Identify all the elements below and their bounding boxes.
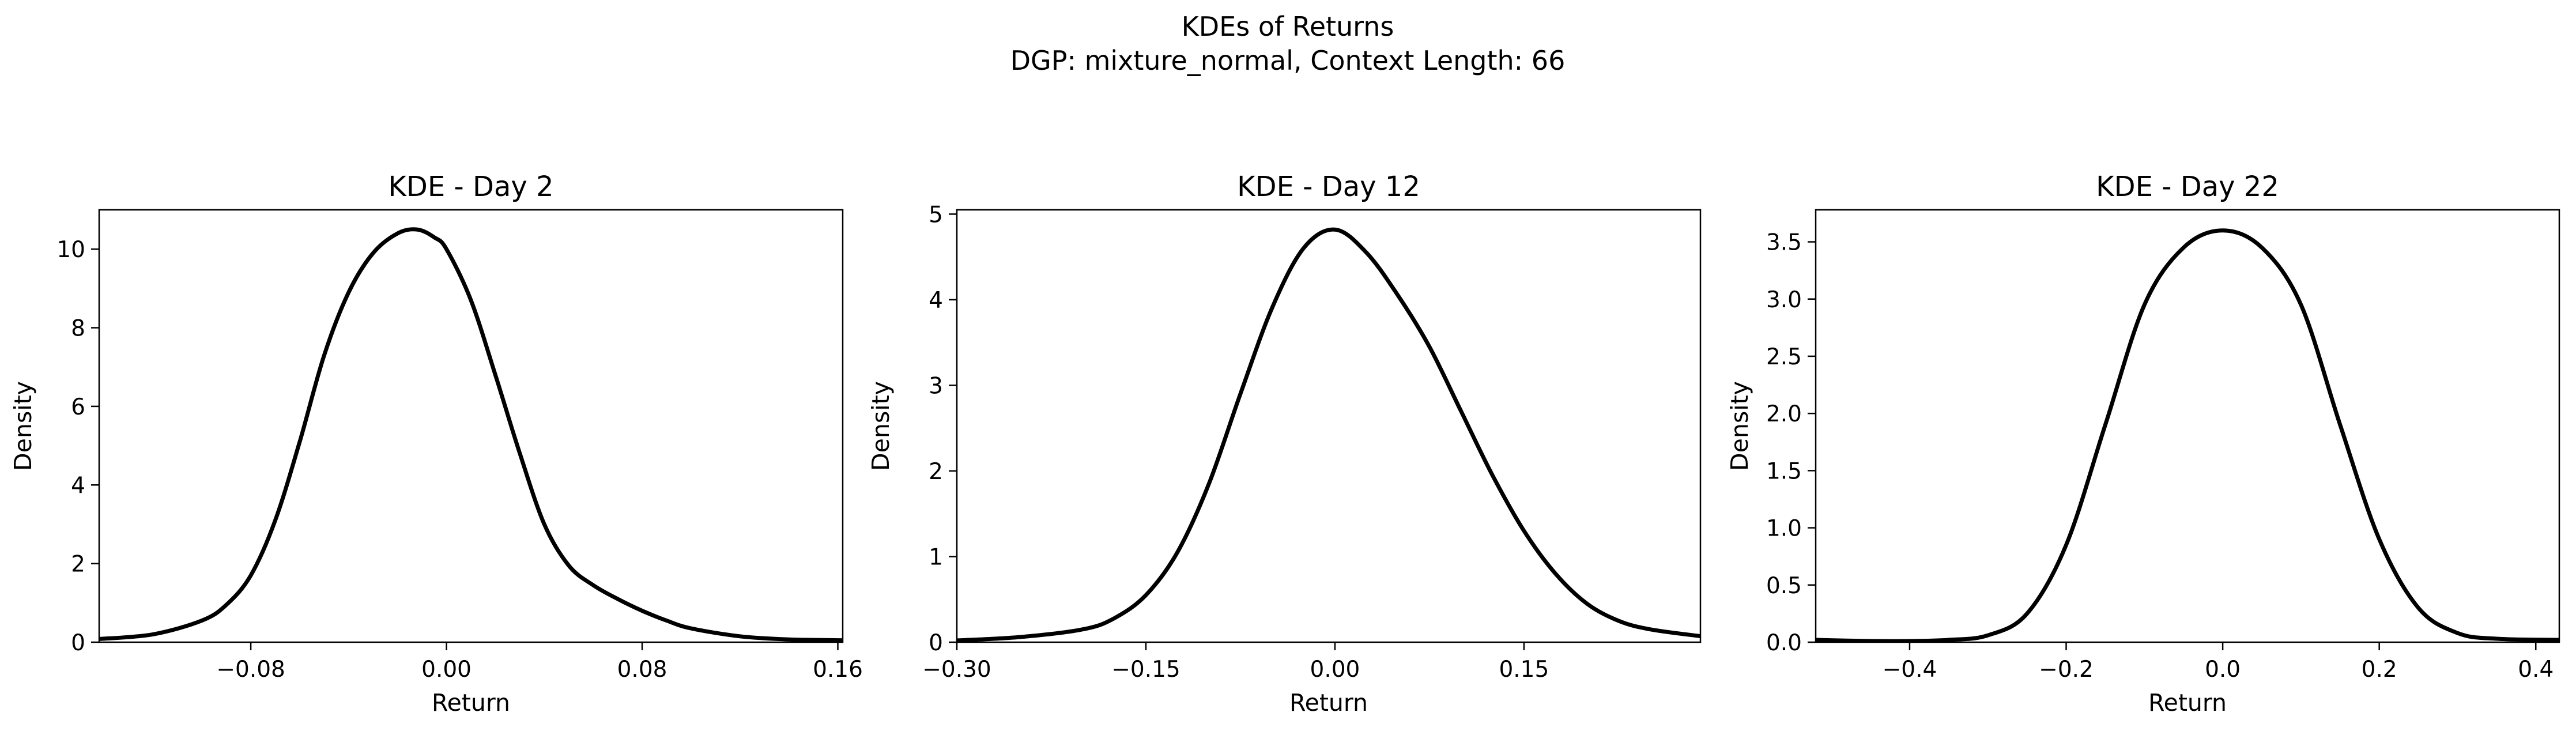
x-axis-label: Return <box>2148 689 2227 717</box>
y-tick-label: 0 <box>71 630 85 656</box>
panel-title: KDE - Day 2 <box>388 171 553 203</box>
axes-frame <box>98 209 844 643</box>
y-tick-label: 0.0 <box>1766 630 1802 656</box>
kde-density-line <box>99 227 843 642</box>
y-tick-label: 2.5 <box>1766 344 1802 370</box>
y-tick-label: 5 <box>929 202 943 228</box>
x-tick-label: −0.08 <box>216 657 285 683</box>
axes-frame <box>1815 209 2560 643</box>
y-axis-label: Density <box>1726 381 1753 471</box>
y-tick-label: 3.5 <box>1766 230 1802 256</box>
panel-title: KDE - Day 12 <box>1237 171 1420 203</box>
y-tick-label: 0.5 <box>1766 573 1802 599</box>
x-tick-label: −0.30 <box>922 657 991 683</box>
x-tick-label: −0.4 <box>1883 657 1937 683</box>
y-tick-label: 4 <box>71 473 85 499</box>
x-tick-label: 0.0 <box>2205 657 2241 683</box>
kde-density-line <box>957 227 1700 642</box>
y-tick-label: 1.0 <box>1766 516 1802 542</box>
y-tick-label: 2 <box>929 459 943 485</box>
y-tick-label: 3 <box>929 373 943 399</box>
y-tick-label: 10 <box>56 237 85 263</box>
y-tick-label: 4 <box>929 288 943 314</box>
kde-panel-day-2: KDE - Day 2 Return Density −0.08 0.00 0.08 0.1… <box>9 171 863 717</box>
x-axis-label: Return <box>1289 689 1368 717</box>
x-tick-label: −0.15 <box>1111 657 1180 683</box>
y-axis-label: Density <box>867 381 895 471</box>
figure-title-line1: KDEs of Returns <box>1182 11 1394 42</box>
x-tick-label: 0.00 <box>1310 657 1360 683</box>
y-tick-label: 1 <box>929 544 943 570</box>
figure-title-line2: DGP: mixture_normal, Context Length: 66 <box>1010 45 1566 76</box>
x-tick-label: 0.00 <box>421 657 472 683</box>
y-tick-label: 1.5 <box>1766 458 1802 484</box>
y-tick-label: 8 <box>71 316 85 342</box>
kde-panel-day-12: KDE - Day 12 Return Density −0.30 −0.15 0.00 0… <box>867 171 1702 717</box>
panel-title: KDE - Day 22 <box>2096 171 2279 203</box>
x-tick-label: −0.2 <box>2039 657 2094 683</box>
y-tick-label: 2.0 <box>1766 401 1802 427</box>
y-axis-label: Density <box>9 381 37 471</box>
x-tick-label: 0.16 <box>813 657 863 683</box>
kde-panel-day-22: KDE - Day 22 Return Density −0.4 −0.2 0.0 0.2 0… <box>1726 171 2560 717</box>
y-tick-label: 6 <box>71 394 85 420</box>
kde-density-line <box>1816 228 2559 642</box>
x-tick-label: 0.4 <box>2518 657 2554 683</box>
y-tick-label: 0 <box>929 630 943 656</box>
x-axis-label: Return <box>432 689 510 717</box>
axes-frame <box>956 209 1702 643</box>
x-tick-label: 0.15 <box>1499 657 1549 683</box>
x-tick-label: 0.08 <box>617 657 667 683</box>
y-tick-label: 3.0 <box>1766 287 1802 313</box>
y-tick-label: 2 <box>71 552 85 578</box>
x-tick-label: 0.2 <box>2362 657 2397 683</box>
